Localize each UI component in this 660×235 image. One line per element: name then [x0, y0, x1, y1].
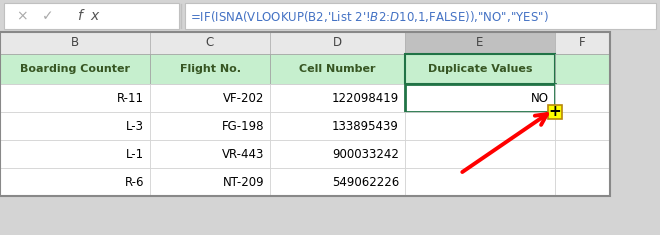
- Text: ✓: ✓: [42, 9, 54, 23]
- Bar: [270, 54, 405, 84]
- Bar: [0, 112, 150, 140]
- Bar: [270, 84, 405, 112]
- Text: FG-198: FG-198: [222, 120, 264, 133]
- Bar: [405, 84, 555, 112]
- Bar: [0, 168, 150, 196]
- Bar: [270, 168, 405, 196]
- Bar: [150, 112, 270, 140]
- Text: C: C: [206, 36, 214, 50]
- Bar: [405, 140, 555, 168]
- Text: 133895439: 133895439: [332, 120, 399, 133]
- Bar: [150, 84, 270, 112]
- Bar: [0, 54, 150, 84]
- Text: ×: ×: [16, 9, 28, 23]
- Text: L-1: L-1: [126, 148, 144, 161]
- Text: Duplicate Values: Duplicate Values: [428, 64, 532, 74]
- Text: F: F: [579, 36, 586, 50]
- Text: 900033242: 900033242: [332, 148, 399, 161]
- Bar: [150, 168, 270, 196]
- Bar: [405, 168, 555, 196]
- Bar: [0, 84, 150, 112]
- Text: Flight No.: Flight No.: [180, 64, 240, 74]
- Bar: [150, 32, 270, 54]
- Text: NT-209: NT-209: [222, 176, 264, 188]
- Text: E: E: [477, 36, 484, 50]
- Bar: [548, 105, 562, 119]
- Bar: [4, 3, 179, 29]
- Bar: [405, 54, 555, 84]
- Text: =IF(ISNA(VLOOKUP(B2,'List 2'!$B$2:$D$10,1,FALSE)),"NO","YES"): =IF(ISNA(VLOOKUP(B2,'List 2'!$B$2:$D$10,…: [190, 8, 548, 24]
- Bar: [0, 0, 660, 32]
- Bar: [0, 140, 150, 168]
- Bar: [270, 140, 405, 168]
- Text: f: f: [77, 9, 82, 23]
- Text: Boarding Counter: Boarding Counter: [20, 64, 130, 74]
- Bar: [405, 112, 555, 140]
- Text: 549062226: 549062226: [332, 176, 399, 188]
- Text: R-11: R-11: [117, 91, 144, 105]
- Text: D: D: [333, 36, 342, 50]
- Text: 122098419: 122098419: [332, 91, 399, 105]
- Bar: [270, 32, 405, 54]
- Text: Cell Number: Cell Number: [299, 64, 376, 74]
- Bar: [185, 3, 656, 29]
- Text: B: B: [71, 36, 79, 50]
- Bar: [555, 54, 610, 84]
- Bar: [555, 112, 610, 140]
- Bar: [150, 54, 270, 84]
- Text: NO: NO: [531, 91, 549, 105]
- Bar: [555, 84, 610, 112]
- Text: R-6: R-6: [125, 176, 144, 188]
- Text: +: +: [548, 105, 562, 120]
- Bar: [555, 168, 610, 196]
- Bar: [0, 32, 610, 196]
- Bar: [270, 112, 405, 140]
- Text: VF-202: VF-202: [222, 91, 264, 105]
- Text: L-3: L-3: [126, 120, 144, 133]
- Text: x: x: [90, 9, 98, 23]
- Bar: [150, 140, 270, 168]
- Bar: [555, 32, 610, 54]
- Text: VR-443: VR-443: [222, 148, 264, 161]
- Bar: [555, 140, 610, 168]
- Bar: [405, 32, 555, 54]
- Bar: [0, 32, 150, 54]
